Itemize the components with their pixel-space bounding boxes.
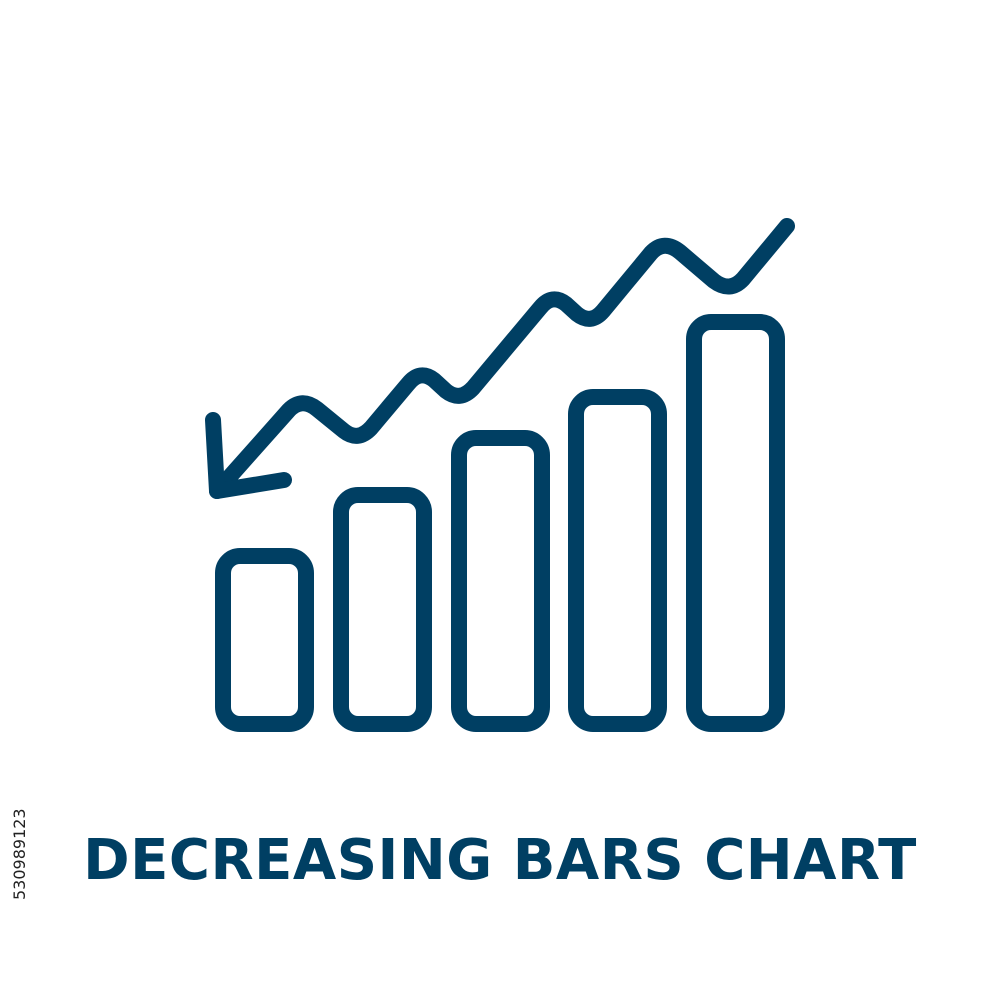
bar-4: [568, 389, 667, 732]
stock-id-label: 530989123: [10, 808, 29, 900]
icon-title: DECREASING BARS CHART: [83, 828, 917, 893]
bar-2: [333, 487, 432, 732]
bar-5: [686, 314, 785, 732]
bar-1: [215, 548, 314, 732]
bar-3: [451, 430, 550, 732]
arrow-head-icon: [205, 412, 292, 499]
trend-line: [209, 218, 795, 499]
